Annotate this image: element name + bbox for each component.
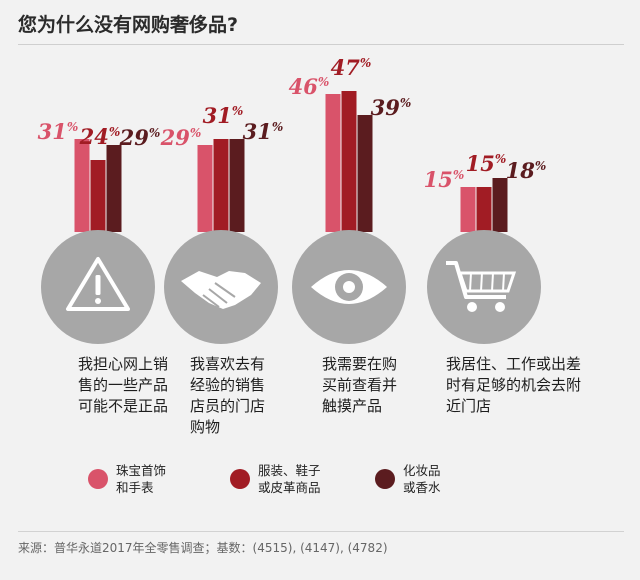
cart-wheel-right — [495, 302, 505, 312]
bar-2-2 — [357, 115, 373, 232]
value-label-2-2: 39% — [371, 95, 412, 120]
value-label-3-1: 15% — [466, 151, 507, 176]
value-label-0-1: 24% — [79, 124, 121, 149]
bar-3-0 — [460, 187, 476, 232]
cart-slat — [469, 272, 472, 292]
legend-label-apparel: 服装、鞋子 或皮革商品 — [258, 463, 321, 495]
bar-1-1 — [213, 139, 229, 232]
warning-icon — [41, 230, 155, 344]
legend-item-cosmetics: 化妆品 或香水 — [375, 462, 441, 496]
eye-pupil — [343, 281, 355, 293]
cart-slat — [502, 272, 505, 292]
handshake-shape — [181, 271, 261, 309]
cart-basket — [457, 271, 517, 293]
bar-3-2 — [492, 178, 508, 232]
warning-bar — [95, 275, 101, 295]
category-label-0: 我担心网上销 售的一些产品 可能不是正品 — [78, 355, 169, 415]
value-label-3-0: 15% — [424, 167, 465, 192]
value-label-2-1: 47% — [331, 55, 372, 80]
cart-slat — [491, 272, 494, 292]
value-label-3-2: 18% — [506, 158, 547, 183]
category-label-1: 我喜欢去有 经验的销售 店员的门店 购物 — [190, 355, 266, 436]
bar-0-0 — [74, 139, 90, 232]
legend-item-apparel: 服装、鞋子 或皮革商品 — [230, 462, 321, 496]
bar-0-1 — [90, 160, 106, 232]
warning-triangle — [66, 257, 130, 311]
bar-1-2 — [229, 139, 245, 232]
bar-2-1 — [341, 91, 357, 232]
bar-chart: 31% 24% 29% 29%31%31%46%47%39%15% 15% 18% — [38, 55, 547, 344]
eye-icon — [292, 230, 406, 344]
value-label-1-0: 29% — [160, 125, 202, 150]
value-label-1-2: 31% — [243, 119, 284, 144]
bar-1-0 — [197, 145, 213, 232]
value-label-1-1: 31% — [203, 103, 244, 128]
shopping-cart-icon — [427, 230, 541, 344]
handshake-icon — [164, 230, 278, 344]
legend-swatch-jewelry — [88, 469, 108, 489]
legend-label-cosmetics: 化妆品 或香水 — [403, 463, 441, 495]
legend-label-jewelry: 珠宝首饰 和手表 — [116, 463, 167, 495]
source-note: 来源：普华永道2017年全零售调查；基数：(4515), (4147), (47… — [18, 541, 388, 555]
bar-0-2 — [106, 145, 122, 232]
footer-divider — [18, 531, 624, 532]
category-label-3: 我居住、工作或出差 时有足够的机会去附 近门店 — [446, 355, 582, 415]
value-label-2-0: 46% — [289, 74, 330, 99]
bar-2-0 — [325, 94, 341, 232]
legend-swatch-cosmetics — [375, 469, 395, 489]
cart-wheel-left — [467, 302, 477, 312]
category-label-2: 我需要在购 买前查看并 触摸产品 — [322, 355, 398, 415]
warning-dot — [95, 298, 101, 304]
legend-swatch-apparel — [230, 469, 250, 489]
value-label-0-2: 29% — [119, 125, 161, 150]
handshake-fingers — [202, 282, 236, 308]
title-divider — [18, 44, 624, 45]
legend-item-jewelry: 珠宝首饰 和手表 — [88, 462, 166, 496]
cart-slat — [480, 272, 483, 292]
value-label-0-0: 31% — [38, 119, 79, 144]
chart-title: 您为什么没有网购奢侈品? — [18, 14, 239, 36]
icon-circle-3 — [427, 230, 541, 344]
bar-3-1 — [476, 187, 492, 232]
